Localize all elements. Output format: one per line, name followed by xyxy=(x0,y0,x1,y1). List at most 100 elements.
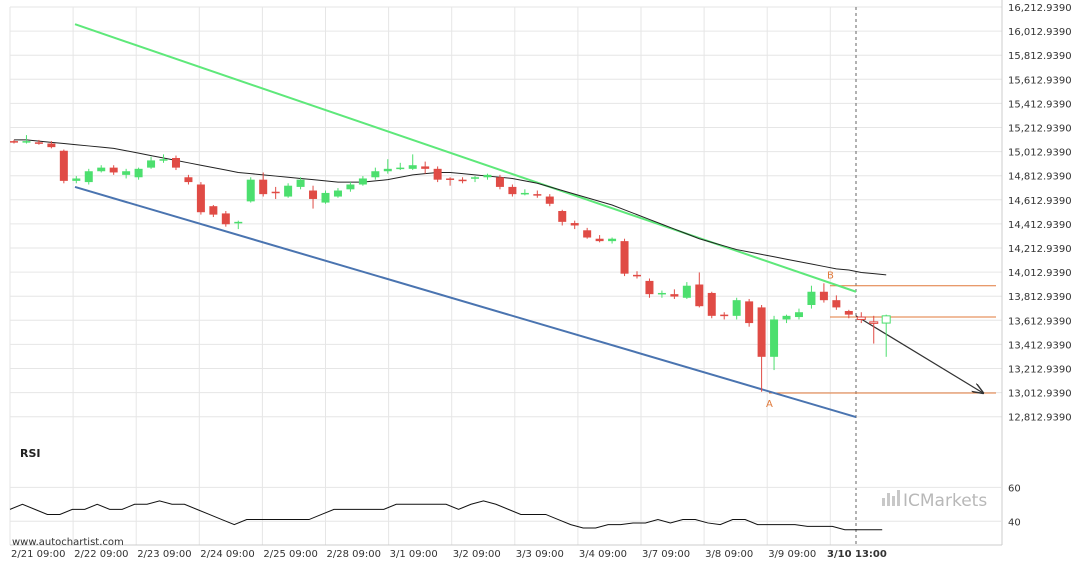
pattern-point-label: A xyxy=(766,399,773,410)
pattern-points: AB xyxy=(766,271,834,410)
x-tick-label: 2/23 09:00 xyxy=(137,549,191,560)
brand-logo: ICMarkets xyxy=(882,490,987,511)
candle-body xyxy=(695,284,704,307)
candle-body xyxy=(645,280,654,295)
candle-body xyxy=(383,168,392,172)
forecast-arrow xyxy=(855,315,983,393)
candle-body xyxy=(844,311,853,315)
y-tick-label: 14,412.9390 xyxy=(1008,220,1072,231)
x-tick-label: 2/28 09:00 xyxy=(327,549,381,560)
y-tick-label: 13,212.9390 xyxy=(1008,365,1072,376)
y-tick-label: 15,212.9390 xyxy=(1008,124,1072,135)
rsi-title: RSI xyxy=(20,447,41,460)
candle-body xyxy=(782,315,791,320)
candle-body xyxy=(433,168,442,180)
candle-body xyxy=(483,174,492,178)
candle-body xyxy=(271,191,280,194)
candle-body xyxy=(745,301,754,324)
candle-body xyxy=(259,179,268,195)
candle-body xyxy=(333,190,342,197)
rsi-tick-label: 60 xyxy=(1008,483,1021,494)
candle-body xyxy=(570,223,579,226)
rsi-axis: 60 40 xyxy=(1008,483,1021,528)
y-tick-label: 15,812.9390 xyxy=(1008,51,1072,62)
y-tick-label: 14,812.9390 xyxy=(1008,172,1072,183)
candle-body xyxy=(819,291,828,301)
candle-body xyxy=(707,292,716,316)
candle-body xyxy=(732,300,741,316)
candle-body xyxy=(171,157,180,168)
y-tick-label: 16,012.9390 xyxy=(1008,27,1072,38)
moving-average xyxy=(14,139,887,276)
candle-body xyxy=(633,274,641,277)
x-tick-label: 3/4 09:00 xyxy=(579,549,627,560)
candle-body xyxy=(34,142,43,144)
candle-body xyxy=(520,192,529,195)
candle-body xyxy=(221,213,230,225)
candle-body xyxy=(682,285,691,298)
candle-body xyxy=(47,143,56,148)
candle-body xyxy=(720,314,729,317)
candle-body xyxy=(346,184,355,190)
x-tick-label: 3/8 09:00 xyxy=(705,549,753,560)
y-tick-label: 14,612.9390 xyxy=(1008,196,1072,207)
candle-body xyxy=(832,300,841,308)
candle-body xyxy=(284,185,293,197)
horizontal-levels xyxy=(769,285,996,394)
candle-body xyxy=(122,171,131,175)
candle-body xyxy=(421,166,430,169)
candle-body xyxy=(296,179,305,187)
x-axis: 2/21 09:00 2/22 09:00 2/23 09:00 2/24 09:00… xyxy=(11,549,887,560)
y-tick-label: 13,412.9390 xyxy=(1008,340,1072,351)
y-tick-label: 13,812.9390 xyxy=(1008,292,1072,303)
y-tick-label: 15,412.9390 xyxy=(1008,99,1072,110)
candle-body xyxy=(856,316,866,320)
candle-body xyxy=(321,192,330,203)
rsi-line xyxy=(9,500,883,531)
candle-body xyxy=(234,221,243,224)
y-axis: 16,212.9390 16,012.9390 15,812.9390 15,612.… xyxy=(1008,3,1072,424)
candle-body xyxy=(869,321,879,324)
watermark-site: www.autochartist.com xyxy=(12,537,124,548)
brand-name: ICMarkets xyxy=(903,491,987,511)
x-tick-label: 2/24 09:00 xyxy=(200,549,254,560)
candle-body xyxy=(84,171,93,183)
candle-body xyxy=(147,160,156,168)
candle-body xyxy=(134,168,143,178)
bar-chart-icon xyxy=(882,490,900,506)
candle-body xyxy=(657,292,666,295)
candle-body xyxy=(620,241,629,274)
candle-body xyxy=(533,194,542,196)
y-tick-label: 15,612.9390 xyxy=(1008,75,1072,86)
channel-trendline xyxy=(74,185,857,419)
candle-body xyxy=(770,319,779,357)
x-tick-label: 2/21 09:00 xyxy=(11,549,65,560)
x-tick-label: 3/1 09:00 xyxy=(390,549,438,560)
x-tick-label: 2/22 09:00 xyxy=(74,549,128,560)
grid xyxy=(9,0,1003,546)
candle-body xyxy=(184,177,193,183)
y-tick-label: 13,612.9390 xyxy=(1008,316,1072,327)
y-tick-label: 14,212.9390 xyxy=(1008,244,1072,255)
candle-body xyxy=(495,177,504,187)
candle-body xyxy=(22,141,31,143)
candle-body xyxy=(595,238,604,242)
candle-body xyxy=(583,230,592,238)
candle-body xyxy=(458,179,467,182)
candle-body xyxy=(446,178,455,180)
candle-body xyxy=(545,196,554,204)
x-tick-label: 3/2 09:00 xyxy=(453,549,501,560)
x-tick-label: 3/10 13:00 xyxy=(827,549,887,560)
trendlines xyxy=(74,23,983,419)
rsi-panel xyxy=(9,486,1002,531)
candle-body xyxy=(97,167,106,172)
candle-body xyxy=(72,178,81,181)
y-tick-label: 14,012.9390 xyxy=(1008,268,1072,279)
candle-body xyxy=(408,165,417,169)
candle-body xyxy=(371,171,380,178)
candles xyxy=(10,135,891,392)
candle-body xyxy=(794,312,803,318)
y-tick-label: 16,212.9390 xyxy=(1008,3,1072,14)
y-tick-label: 15,012.9390 xyxy=(1008,148,1072,159)
candle-body xyxy=(109,167,118,173)
